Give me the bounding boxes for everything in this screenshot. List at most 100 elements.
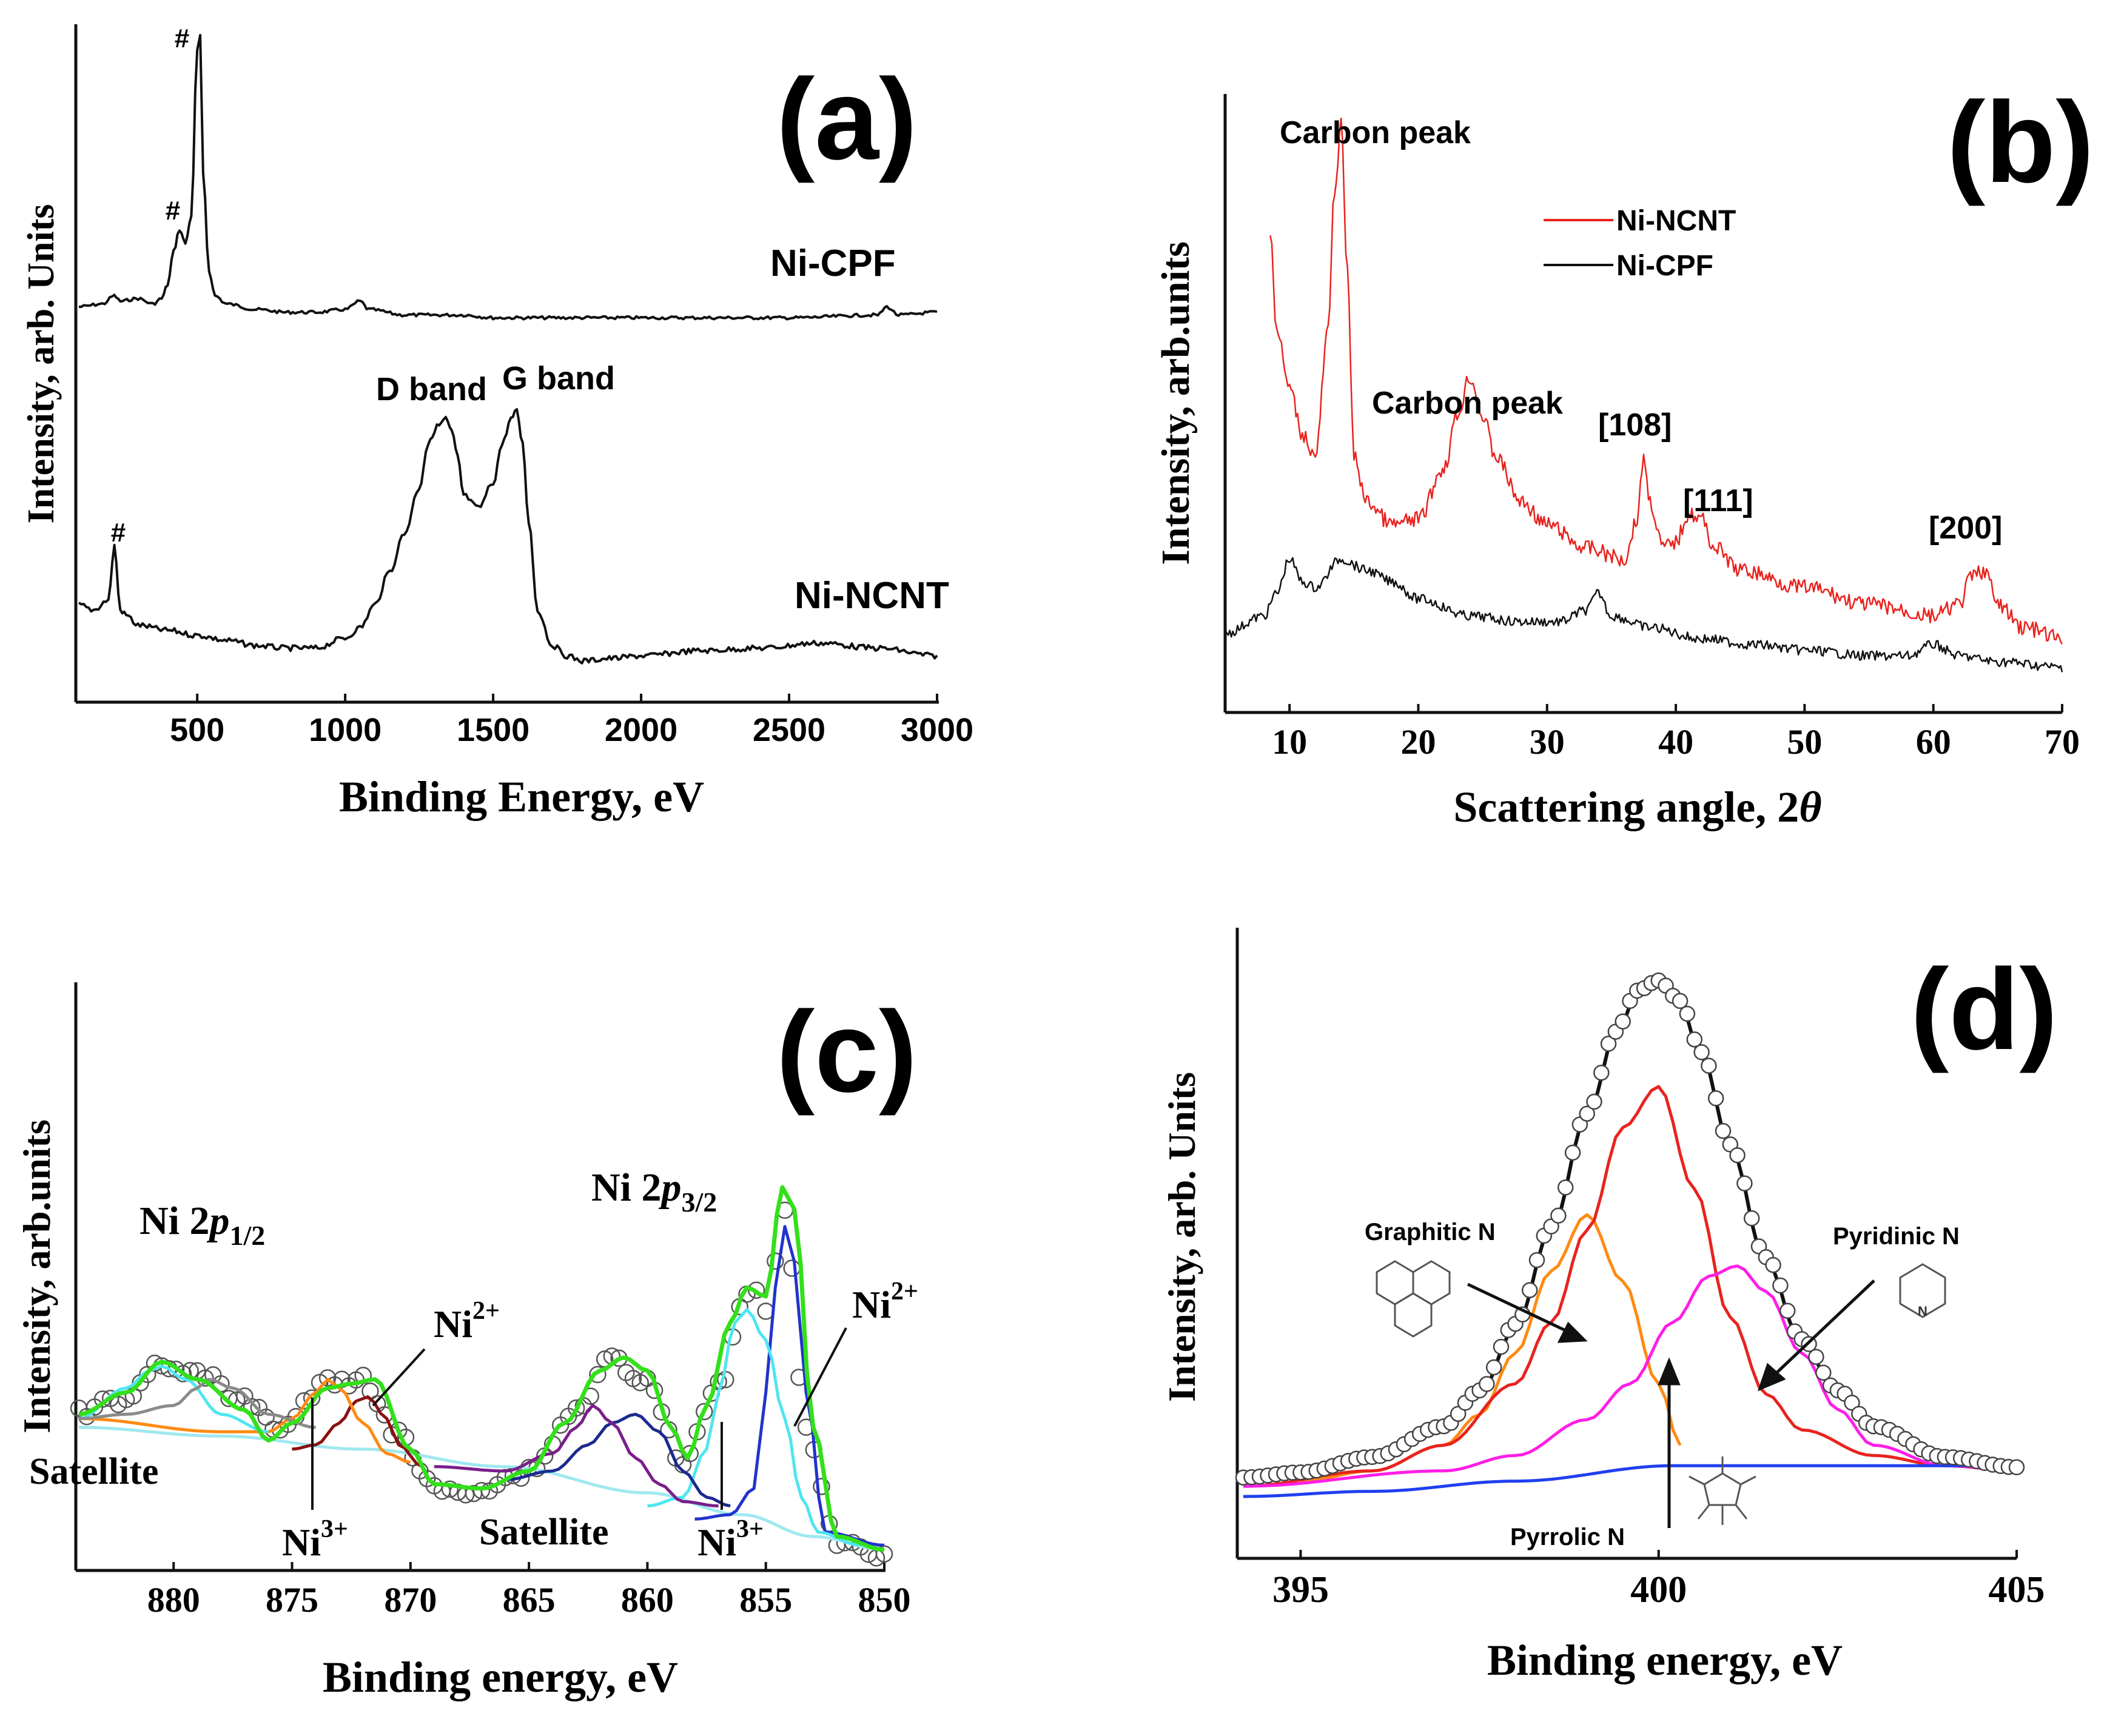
data-point (1586, 1093, 1602, 1110)
panel-c-tick-label-865: 865 (503, 1580, 556, 1620)
data-point (1672, 993, 1689, 1010)
data-point (1485, 1359, 1502, 1376)
panel-a-x-ticks: 500 1000 1500 2000 2500 3000 (170, 694, 973, 748)
pyridinic-arrowhead (1757, 1362, 1786, 1392)
graphitic-arrow (1467, 1282, 1569, 1333)
data-point (875, 1545, 893, 1563)
panel-a-g-band-label: G band (502, 360, 615, 397)
panel-c-ni-2p32-label: Ni 2p3/2 (591, 1165, 717, 1218)
pyrrole-bond-5 (1697, 1504, 1710, 1520)
ni-2p12-sub: 1/2 (230, 1220, 266, 1251)
data-point (1521, 1282, 1538, 1298)
panel-b-y-axis-label: Intensity, arb.units (1154, 241, 1198, 565)
panel-c-ni-2p12-label: Ni 2p1/2 (139, 1199, 265, 1251)
panel-b-tick-label-40: 40 (1658, 722, 1693, 762)
data-point (813, 1478, 830, 1495)
ni-2p12-prefix: Ni 2 (139, 1199, 210, 1243)
component-line-4 (1243, 1464, 2017, 1498)
panel-a-series-ni-cpf-label: Ni-CPF (770, 243, 896, 284)
panel-b-peak-200: [200] (1929, 511, 2002, 546)
data-point (1701, 1057, 1717, 1074)
panel-c-x-axis-label: Binding energy, eV (323, 1653, 678, 1701)
series-ni-ncnt-line (78, 408, 938, 665)
panel-a-plot-area (78, 34, 938, 665)
data-point (1707, 1090, 1724, 1107)
panel-a: 500 1000 1500 2000 2500 3000 (a) Ni-CPF Ni-NC… (21, 24, 973, 821)
graphitic-ring-1 (1376, 1260, 1414, 1305)
panel-d-pyrrolic-label: Pyrrolic N (1510, 1524, 1625, 1550)
panel-c-pointer-lines (311, 1327, 847, 1510)
data-point (1550, 1207, 1567, 1224)
panel-d-plot-area (1235, 972, 2025, 1498)
data-point (441, 1480, 459, 1498)
series-ni-ncnt-line (1269, 117, 2063, 645)
ni3plus-left-sup: 3+ (321, 1515, 348, 1543)
pyrrole-bond-3 (1689, 1475, 1705, 1486)
panel-c-tick-label-875: 875 (266, 1580, 318, 1620)
panel-a-tick-label-1500: 1500 (457, 712, 529, 748)
data-point (1528, 1252, 1545, 1268)
pyridine-ring (1899, 1263, 1946, 1318)
ni3plus-right-ni: Ni (697, 1521, 736, 1564)
pyrrole-ring (1703, 1472, 1742, 1506)
panel-a-tick-label-3000: 3000 (901, 712, 973, 748)
panel-b-carbon-peak-2: Carbon peak (1372, 386, 1563, 421)
data-point (1815, 1364, 1832, 1381)
panel-a-series-ni-ncnt-label: Ni-NCNT (795, 575, 949, 617)
data-point (783, 1259, 801, 1277)
panel-d-graphitic-label: Graphitic N (1365, 1219, 1496, 1245)
component-line-8 (647, 1308, 861, 1547)
data-point (1593, 1064, 1610, 1081)
panel-c-ni3plus-left: Ni3+ (282, 1515, 348, 1564)
data-point (1765, 1256, 1781, 1273)
data-point (1729, 1147, 1746, 1164)
data-point (1564, 1144, 1581, 1161)
data-point (617, 1364, 635, 1381)
ni2plus-left-sup: 2+ (472, 1297, 500, 1325)
component-line-6 (434, 1404, 719, 1508)
panel-a-tick-label-1000: 1000 (309, 712, 381, 748)
ni-2p32-p: p (659, 1165, 682, 1210)
panel-d-tick-label-405: 405 (1989, 1569, 2045, 1610)
panel-c-y-axis-label: Intensity, arb.units (15, 1119, 58, 1433)
panel-d-pyridinic-label: Pyridinic N (1833, 1223, 1960, 1250)
panel-b-x-axis-label-theta: θ (1799, 783, 1821, 831)
panel-a-tick-label-2000: 2000 (605, 712, 677, 748)
graphitic-n-structure (1376, 1260, 1451, 1338)
data-point (1736, 1175, 1753, 1191)
data-point (1600, 1036, 1617, 1052)
panel-d-y-axis-label: Intensity, arb. Units (1160, 1072, 1203, 1402)
panel-a-tick-label-500: 500 (170, 712, 224, 748)
data-point (1772, 1277, 1789, 1294)
panel-d-label: (d) (1910, 945, 2058, 1074)
component-line-10 (78, 1426, 885, 1552)
panel-a-d-band-label: D band (376, 371, 487, 407)
panel-b-peak-108: [108] (1598, 407, 1672, 443)
panel-c-plot-area (70, 1185, 893, 1567)
panel-b-plot-area (1224, 117, 2063, 672)
panel-b-legend: Ni-NCNT Ni-CPF (1544, 205, 1736, 282)
ni3plus-right-sup: 3+ (736, 1515, 764, 1543)
ni2plus-right-sup: 2+ (891, 1278, 918, 1305)
panel-c-ni2plus-right: Ni2+ (852, 1278, 918, 1326)
panel-d-data-points (1235, 972, 2025, 1486)
panel-b-tick-label-30: 30 (1530, 722, 1565, 762)
data-point (1779, 1302, 1796, 1319)
panel-c: 880 875 870 865 860 855 850 (c) Ni 2p1/2 Ni 2p… (15, 982, 918, 1701)
data-point (767, 1252, 784, 1270)
ni2plus-left-ni: Ni (434, 1302, 472, 1346)
component-line-4 (78, 1378, 411, 1464)
data-point (472, 1482, 491, 1500)
data-point (1844, 1395, 1860, 1411)
panel-c-ni2plus-left: Ni2+ (434, 1297, 500, 1346)
component-line-1 (1300, 1213, 1682, 1483)
data-point (695, 1403, 713, 1421)
panel-b-label: (b) (1947, 78, 2094, 207)
series-ni-cpf-line (1224, 557, 2063, 672)
panel-c-satellite-left: Satellite (29, 1451, 159, 1492)
data-point (1679, 1005, 1696, 1022)
data-point (1557, 1179, 1574, 1196)
graphitic-ring-3 (1394, 1292, 1433, 1338)
panel-a-label: (a) (776, 55, 917, 184)
panel-b: 10 20 30 40 50 60 70 (b) Carbon peak Carbon pe… (1154, 78, 2094, 831)
